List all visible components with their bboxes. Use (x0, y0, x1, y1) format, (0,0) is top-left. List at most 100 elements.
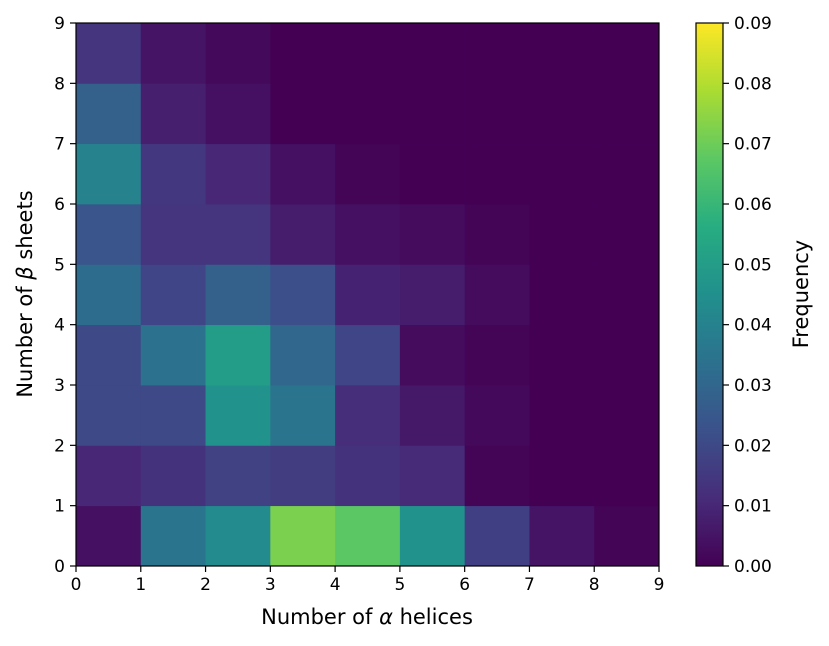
y-tick-label: 3 (54, 376, 65, 396)
plot-frame (75, 22, 660, 567)
heatmap-cell-x0-y1 (76, 445, 142, 507)
heatmap-cell-x1-y0 (140, 505, 206, 567)
heatmap-cell-x1-y8 (140, 23, 206, 84)
heatmap-cell-x7-y4 (529, 264, 595, 326)
heatmap-cell-x5-y0 (399, 505, 466, 567)
heatmap-cell-x6-y7 (464, 83, 530, 145)
x-tick-label: 3 (265, 575, 276, 595)
y-tick-label: 8 (54, 74, 65, 94)
colorbar-tick-label: 0.02 (734, 436, 772, 456)
heatmap-cell-x3-y6 (270, 143, 336, 205)
heatmap-cell-x8-y0 (594, 505, 660, 567)
heatmap-cell-x2-y4 (205, 264, 271, 326)
x-tick-label: 5 (394, 575, 405, 595)
heatmap-cell-x8-y3 (594, 324, 660, 386)
heatmap-cell-x4-y1 (335, 445, 401, 507)
heatmap-cell-x0-y5 (76, 204, 142, 265)
heatmap-cell-x5-y1 (399, 445, 466, 507)
heatmap-cell-x0-y7 (76, 83, 142, 145)
heatmap-cell-x3-y7 (270, 83, 336, 145)
heatmap-cell-x6-y5 (464, 204, 530, 265)
heatmap-cell-x7-y0 (529, 505, 595, 567)
colorbar-tick-label: 0.03 (734, 376, 772, 396)
heatmap-cell-x2-y8 (205, 23, 271, 84)
y-tick-label: 4 (54, 316, 65, 336)
x-tick-label: 6 (459, 575, 470, 595)
heatmap-cell-x1-y4 (140, 264, 206, 326)
heatmap-cell-x2-y6 (205, 143, 271, 205)
heatmap-cell-x7-y2 (529, 385, 595, 446)
heatmap-cell-x2-y0 (205, 505, 271, 567)
heatmap-cell-x4-y8 (335, 23, 401, 84)
y-tick-label: 1 (54, 497, 65, 517)
heatmap-cell-x6-y1 (464, 445, 530, 507)
colorbar-tick-label: 0.07 (734, 135, 772, 155)
heatmap-cell-x0-y2 (76, 385, 142, 446)
heatmap-cell-x3-y5 (270, 204, 336, 265)
heatmap-cell-x2-y1 (205, 445, 271, 507)
heatmap-cell-x1-y6 (140, 143, 206, 205)
heatmap-cell-x6-y8 (464, 23, 530, 84)
colorbar-tick-label: 0.00 (734, 557, 772, 577)
heatmap-cell-x4-y2 (335, 385, 401, 446)
heatmap-cell-x6-y3 (464, 324, 530, 386)
colorbar-frame (695, 22, 724, 567)
heatmap-cell-x2-y7 (205, 83, 271, 145)
heatmap-cells (76, 23, 660, 567)
heatmap-cell-x4-y4 (335, 264, 401, 326)
heatmap-cell-x2-y3 (205, 324, 271, 386)
heatmap-cell-x8-y7 (594, 83, 660, 145)
heatmap-cell-x3-y1 (270, 445, 336, 507)
x-tick-label: 0 (71, 575, 82, 595)
x-tick-label: 4 (330, 575, 341, 595)
colorbar-tick-label: 0.06 (734, 195, 772, 215)
heatmap-cell-x2-y2 (205, 385, 271, 446)
colorbar-tick-label: 0.05 (734, 255, 772, 275)
heatmap-cell-x4-y5 (335, 204, 401, 265)
y-axis-ticks: 0 1 2 3 4 5 6 7 8 9 (54, 14, 76, 577)
heatmap-cell-x5-y8 (399, 23, 466, 84)
heatmap-cell-x0-y0 (76, 505, 142, 567)
y-tick-label: 9 (54, 14, 65, 34)
heatmap-cell-x5-y5 (399, 204, 466, 265)
heatmap-cell-x5-y6 (399, 143, 466, 205)
heatmap-cell-x5-y7 (399, 83, 466, 145)
colorbar-tick-label: 0.09 (734, 14, 772, 34)
heatmap-cell-x8-y4 (594, 264, 660, 326)
heatmap-cell-x7-y1 (529, 445, 595, 507)
heatmap-cell-x6-y0 (464, 505, 530, 567)
heatmap-cell-x6-y2 (464, 385, 530, 446)
x-axis-ticks: 0 1 2 3 4 5 6 7 8 9 (71, 566, 665, 595)
heatmap-cell-x0-y3 (76, 324, 142, 386)
heatmap-cell-x1-y3 (140, 324, 206, 386)
heatmap-cell-x8-y5 (594, 204, 660, 265)
heatmap-cell-x5-y3 (399, 324, 466, 386)
heatmap-cell-x3-y4 (270, 264, 336, 326)
colorbar-tick-label: 0.04 (734, 316, 772, 336)
heatmap-cell-x3-y2 (270, 385, 336, 446)
heatmap-cell-x1-y7 (140, 83, 206, 145)
x-tick-label: 8 (589, 575, 600, 595)
x-tick-label: 7 (524, 575, 535, 595)
heatmap-cell-x6-y4 (464, 264, 530, 326)
heatmap-cell-x5-y4 (399, 264, 466, 326)
heatmap-cell-x7-y3 (529, 324, 595, 386)
heatmap-cell-x4-y3 (335, 324, 401, 386)
heatmap-cell-x7-y8 (529, 23, 595, 84)
heatmap-cell-x5-y2 (399, 385, 466, 446)
heatmap-cell-x4-y6 (335, 143, 401, 205)
y-tick-label: 5 (54, 255, 65, 275)
heatmap-cell-x1-y2 (140, 385, 206, 446)
heatmap-cell-x1-y5 (140, 204, 206, 265)
heatmap-cell-x3-y3 (270, 324, 336, 386)
x-tick-label: 2 (200, 575, 211, 595)
y-tick-label: 6 (54, 195, 65, 215)
x-tick-label: 9 (654, 575, 665, 595)
heatmap-cell-x2-y5 (205, 204, 271, 265)
heatmap-cell-x6-y6 (464, 143, 530, 205)
heatmap-cell-x4-y0 (335, 505, 401, 567)
heatmap-cell-x4-y7 (335, 83, 401, 145)
y-axis-label: Number of β sheets (13, 190, 37, 397)
y-tick-label: 0 (54, 557, 65, 577)
